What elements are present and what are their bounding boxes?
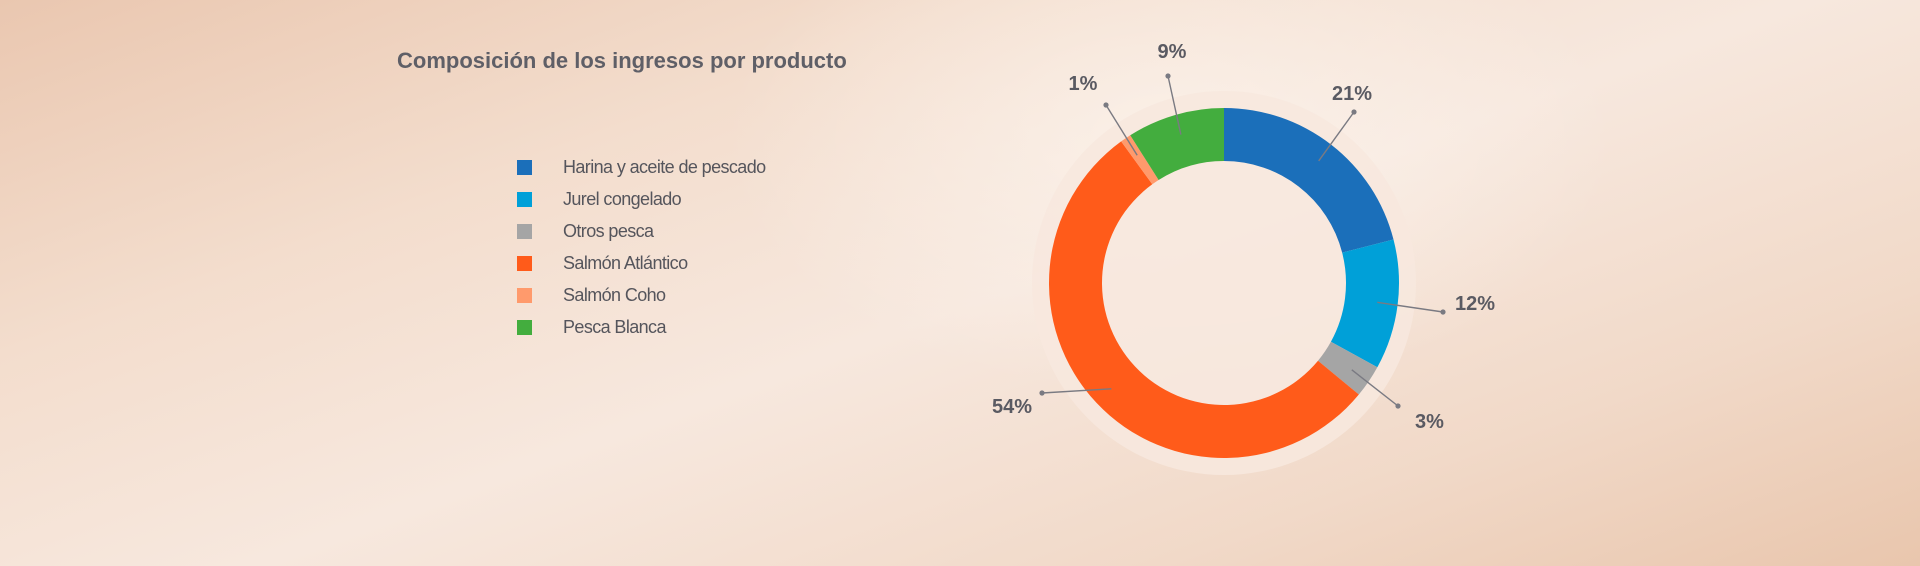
legend-item-salmon-coho: Salmón Coho bbox=[517, 279, 766, 311]
legend-item-jurel: Jurel congelado bbox=[517, 183, 766, 215]
donut-data-labels: 21% 12% 3% 54% 1% 9% bbox=[992, 41, 1495, 433]
leader-dot bbox=[1165, 73, 1171, 79]
legend-swatch bbox=[517, 191, 532, 207]
data-label-salmon-coho: 1% bbox=[1069, 73, 1098, 95]
chart-title: Composición de los ingresos por producto bbox=[397, 48, 847, 73]
data-label-salmon-atlantico: 54% bbox=[992, 396, 1032, 418]
legend-swatch bbox=[517, 287, 532, 303]
legend-label: Harina y aceite de pescado bbox=[563, 156, 766, 177]
donut-slice-otros-pesca bbox=[1318, 341, 1378, 395]
donut-slice-harina-y-aceite-de-pescado bbox=[1224, 108, 1394, 253]
legend-item-salmon-atlantico: Salmón Atlántico bbox=[517, 247, 766, 279]
leader-dot bbox=[1103, 102, 1109, 108]
data-label-pesca-blanca: 9% bbox=[1158, 41, 1187, 63]
donut-slices bbox=[1049, 108, 1399, 458]
data-label-harina-y-aceite-de-pescado: 21% bbox=[1332, 83, 1372, 105]
leader-line bbox=[1041, 388, 1112, 394]
legend-swatch bbox=[517, 319, 532, 335]
chart-legend: Harina y aceite de pescado Jurel congela… bbox=[517, 151, 766, 343]
data-label-jurel-congelado: 12% bbox=[1455, 293, 1495, 315]
leader-line bbox=[1318, 111, 1355, 162]
legend-item-harina: Harina y aceite de pescado bbox=[517, 151, 766, 183]
legend-label: Salmón Coho bbox=[563, 284, 666, 305]
legend-label: Salmón Atlántico bbox=[563, 252, 688, 273]
donut-slice-jurel-congelado bbox=[1330, 239, 1399, 368]
leader-line bbox=[1351, 369, 1399, 407]
leader-dot bbox=[1440, 309, 1446, 315]
leader-line bbox=[1105, 104, 1138, 156]
legend-label: Jurel congelado bbox=[563, 188, 682, 209]
legend-swatch bbox=[517, 255, 532, 271]
leader-dot bbox=[1351, 109, 1357, 115]
legend-swatch bbox=[517, 159, 532, 175]
donut-slice-salmon-coho bbox=[1121, 135, 1159, 185]
donut-slice-salmon-atlantico bbox=[1049, 141, 1359, 458]
leader-line bbox=[1167, 75, 1182, 135]
data-label-otros-pesca: 3% bbox=[1415, 411, 1444, 433]
legend-swatch bbox=[517, 223, 532, 239]
legend-label: Pesca Blanca bbox=[563, 316, 666, 337]
legend-label: Otros pesca bbox=[563, 220, 654, 241]
leader-dot bbox=[1395, 403, 1401, 409]
legend-item-otros-pesca: Otros pesca bbox=[517, 215, 766, 247]
donut-slice-pesca-blanca bbox=[1130, 108, 1224, 180]
legend-item-pesca-blanca: Pesca Blanca bbox=[517, 311, 766, 343]
leader-line bbox=[1377, 301, 1444, 313]
leader-dot bbox=[1039, 390, 1045, 396]
